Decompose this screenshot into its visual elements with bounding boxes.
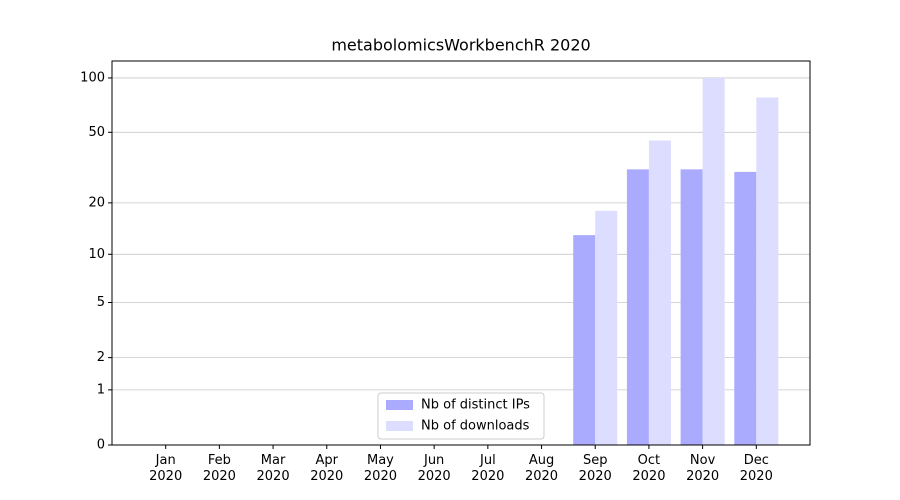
x-tick-label: Feb 2020 <box>202 453 236 484</box>
legend-swatch <box>386 421 413 431</box>
y-tick-label: 20 <box>88 195 105 210</box>
x-tick-label: Oct 2020 <box>632 453 666 484</box>
y-tick-label: 50 <box>88 125 105 140</box>
legend-label: Nb of downloads <box>421 419 530 434</box>
y-tick-label: 10 <box>88 247 105 262</box>
x-tick-label: Sep 2020 <box>578 453 612 484</box>
legend-swatch <box>386 400 413 410</box>
x-tick-label: Aug 2020 <box>524 453 559 484</box>
bar <box>626 169 649 445</box>
bar <box>702 77 725 445</box>
bar <box>734 171 757 445</box>
x-tick-label: Mar 2020 <box>256 453 290 484</box>
y-tick-label: 1 <box>97 382 105 397</box>
chart-title: metabolomicsWorkbenchR 2020 <box>331 36 590 55</box>
x-tick-label: May 2020 <box>363 453 397 484</box>
x-tick-label: Jul 2020 <box>471 453 505 484</box>
legend-box <box>377 392 545 440</box>
bar <box>573 235 596 445</box>
y-tick-label: 0 <box>97 438 105 453</box>
y-tick-label: 100 <box>80 70 105 85</box>
x-tick-label: Nov 2020 <box>686 453 720 484</box>
x-tick-label: Jun 2020 <box>417 453 451 484</box>
x-tick-label: Jan 2020 <box>149 453 183 484</box>
legend-label: Nb of distinct IPs <box>421 398 530 413</box>
y-tick-label: 2 <box>97 350 105 365</box>
grid <box>112 77 810 446</box>
plot-frame <box>111 60 811 446</box>
bar <box>648 140 671 445</box>
bar <box>756 97 779 445</box>
x-tick-label: Apr 2020 <box>310 453 344 484</box>
bar <box>595 210 618 445</box>
y-tick-label: 5 <box>97 295 105 310</box>
bar <box>680 169 703 445</box>
x-tick-label: Dec 2020 <box>739 453 773 484</box>
